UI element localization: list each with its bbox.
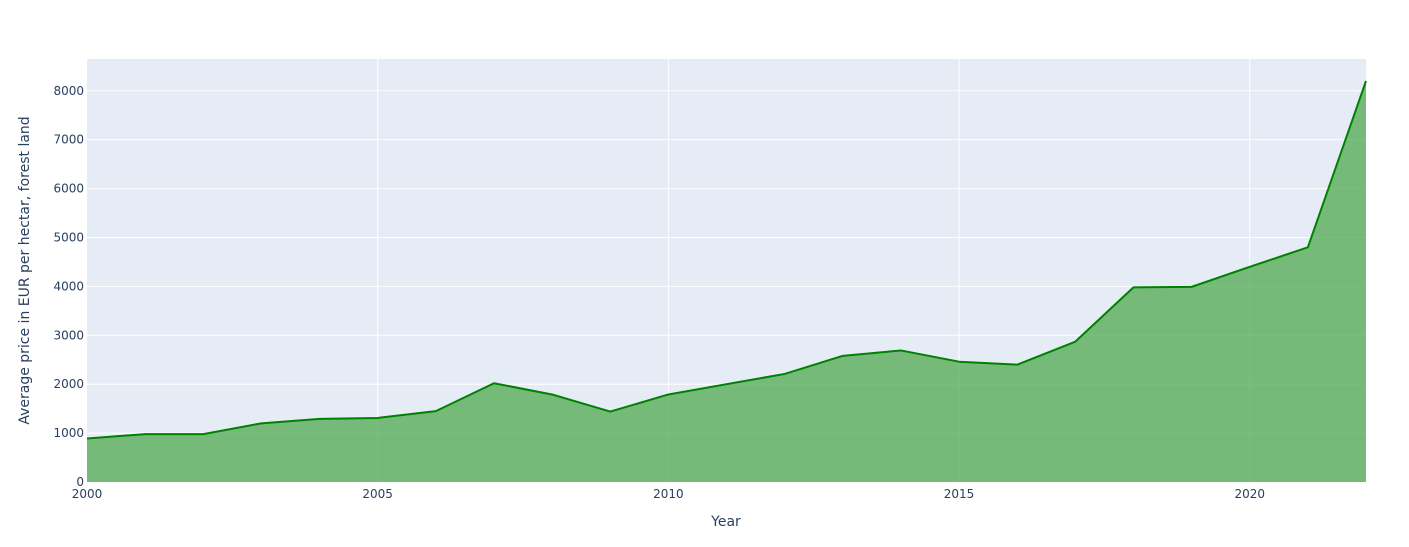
y-tick-label: 1000 xyxy=(53,426,84,440)
y-tick-label: 2000 xyxy=(53,377,84,391)
x-tick-label: 2020 xyxy=(1234,487,1265,501)
x-tick-label: 2015 xyxy=(944,487,975,501)
area-fill xyxy=(87,81,1366,482)
y-tick-label: 6000 xyxy=(53,182,84,196)
y-tick-label: 7000 xyxy=(53,133,84,147)
y-axis-title: Average price in EUR per hectar, forest … xyxy=(17,116,33,424)
y-axis-ticks: 0 1000 2000 3000 4000 5000 6000 7000 8000 xyxy=(53,84,84,489)
y-tick-label: 0 xyxy=(76,475,84,489)
series-line xyxy=(86,80,1367,440)
x-tick-label: 2010 xyxy=(653,487,684,501)
x-tick-label: 2005 xyxy=(362,487,393,501)
x-axis-ticks: 2000 2005 2010 2015 2020 xyxy=(72,487,1265,501)
y-tick-label: 4000 xyxy=(53,279,84,293)
y-tick-label: 8000 xyxy=(53,84,84,98)
y-tick-label: 3000 xyxy=(53,328,84,342)
x-axis-title: Year xyxy=(710,514,741,530)
x-tick-label: 2000 xyxy=(72,487,103,501)
y-tick-label: 5000 xyxy=(53,230,84,244)
